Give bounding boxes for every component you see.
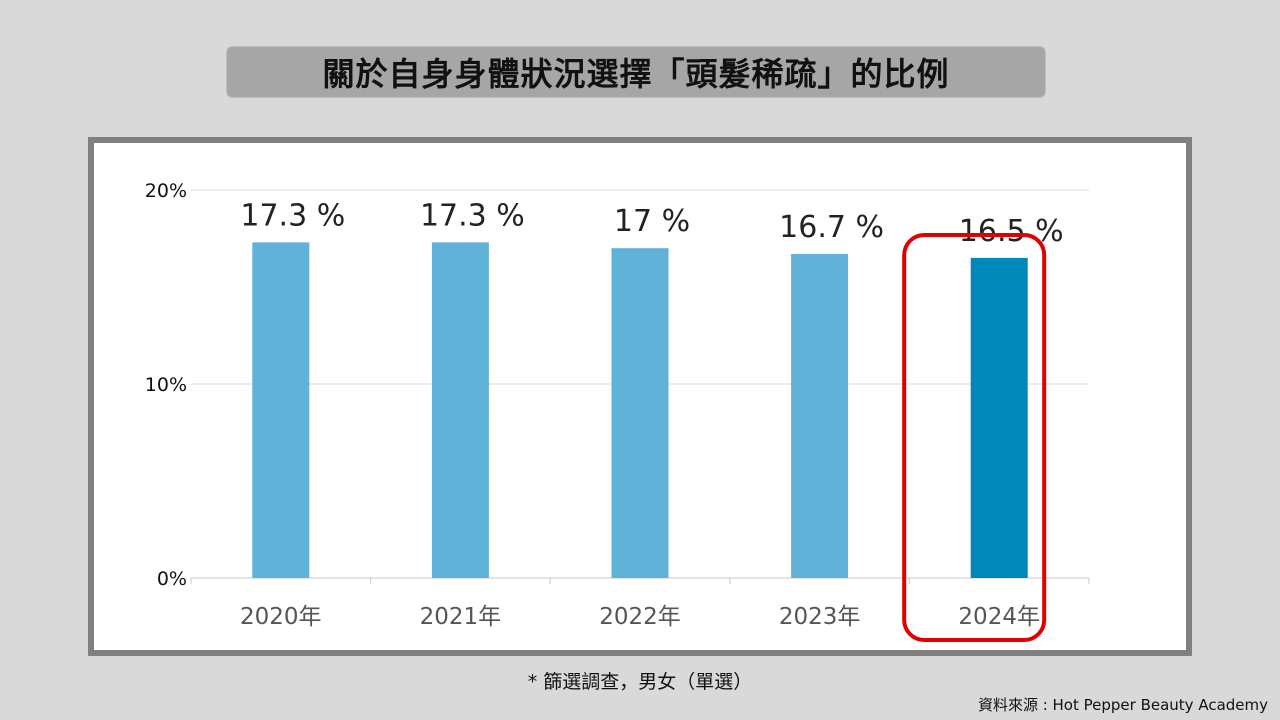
chart-title: 關於自身身體狀況選擇「頭髮稀疏」的比例: [322, 55, 950, 93]
data-label: 17.3 %: [420, 198, 525, 233]
bar: [791, 254, 849, 578]
y-tick-label: 10%: [145, 374, 187, 396]
x-tick-label: 2020年: [240, 604, 322, 630]
bar-chart: 0% 10% 20% 17.3 % 2020年 17.3 % 2021年 17 % 2022年 1…: [145, 180, 1090, 642]
bar: [611, 248, 669, 578]
data-label: 17.3 %: [240, 198, 345, 233]
footnote: * 篩選調查，男女（單選）: [527, 671, 753, 693]
x-tick-label: 2021年: [420, 604, 502, 630]
chart-frame: 0% 10% 20% 17.3 % 2020年 17.3 % 2021年 17 % 2022年 1…: [88, 137, 1192, 656]
x-tick-label: 2024年: [958, 604, 1040, 630]
x-tick-label: 2023年: [779, 604, 861, 630]
y-tick-label: 20%: [145, 180, 187, 202]
data-label: 16.7 %: [779, 210, 884, 245]
data-label: 17 %: [614, 204, 690, 239]
bar: [252, 242, 310, 578]
y-tick-label: 0%: [157, 568, 187, 590]
title-banner: 關於自身身體狀況選擇「頭髮稀疏」的比例: [226, 46, 1046, 98]
highlight-outline: [902, 233, 1047, 642]
source-note: 資料來源 : Hot Pepper Beauty Academy: [977, 696, 1268, 714]
bar: [431, 242, 489, 578]
x-tick-label: 2022年: [599, 604, 681, 630]
data-label: 16.5 %: [959, 214, 1064, 249]
bar: [970, 257, 1028, 578]
